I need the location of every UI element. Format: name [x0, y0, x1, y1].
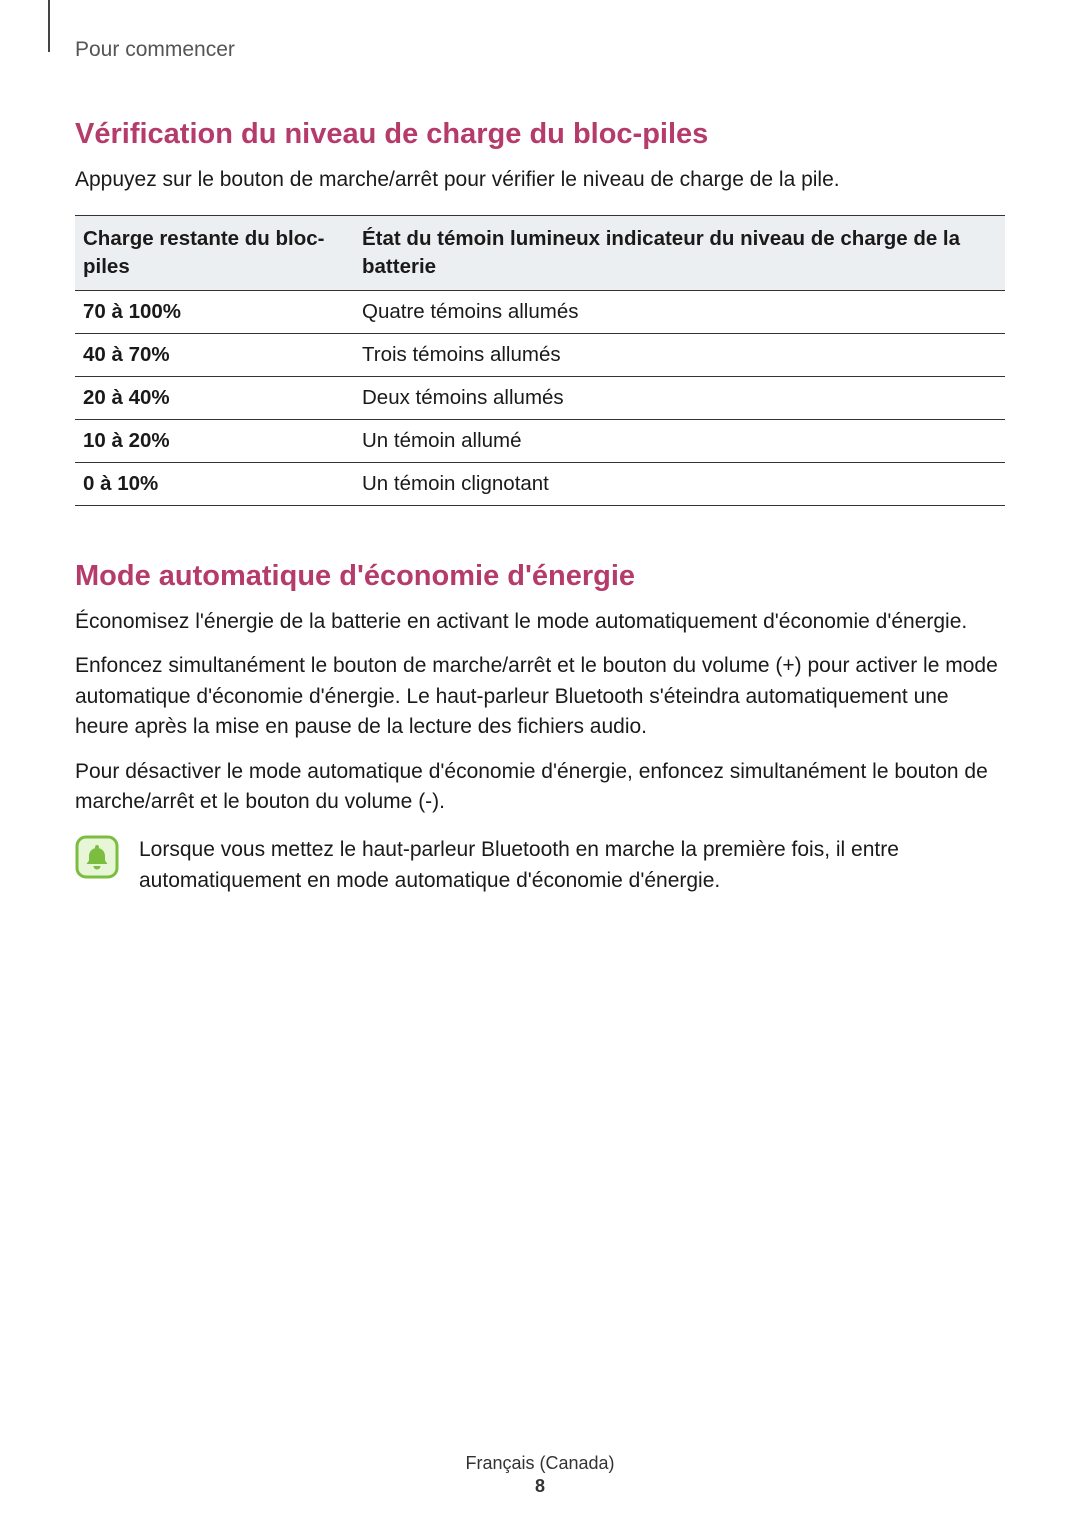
- margin-rule: [48, 0, 50, 52]
- cell-status: Trois témoins allumés: [354, 333, 1005, 376]
- section-heading-powersave: Mode automatique d'économie d'énergie: [75, 560, 1005, 593]
- cell-range: 20 à 40%: [75, 376, 354, 419]
- section1-intro: Appuyez sur le bouton de marche/arrêt po…: [75, 165, 1005, 195]
- table-row: 70 à 100% Quatre témoins allumés: [75, 290, 1005, 333]
- table-row: 0 à 10% Un témoin clignotant: [75, 462, 1005, 505]
- breadcrumb: Pour commencer: [75, 38, 1005, 62]
- section2-p1: Économisez l'énergie de la batterie en a…: [75, 607, 1005, 637]
- cell-status: Un témoin allumé: [354, 419, 1005, 462]
- footer-page-number: 8: [0, 1476, 1080, 1497]
- note-block: Lorsque vous mettez le haut-parleur Blue…: [75, 835, 1005, 896]
- cell-status: Un témoin clignotant: [354, 462, 1005, 505]
- bell-icon: [75, 835, 119, 879]
- footer-language: Français (Canada): [465, 1453, 614, 1473]
- cell-status: Quatre témoins allumés: [354, 290, 1005, 333]
- table-row: 40 à 70% Trois témoins allumés: [75, 333, 1005, 376]
- page-footer: Français (Canada) 8: [0, 1453, 1080, 1497]
- charge-level-table: Charge restante du bloc-piles État du té…: [75, 215, 1005, 505]
- section-heading-charge: Vérification du niveau de charge du bloc…: [75, 118, 1005, 151]
- table-header-col1: Charge restante du bloc-piles: [75, 216, 354, 290]
- table-header-col2: État du témoin lumineux indicateur du ni…: [354, 216, 1005, 290]
- section2-p2: Enfoncez simultanément le bouton de marc…: [75, 651, 1005, 742]
- cell-range: 0 à 10%: [75, 462, 354, 505]
- page-content: Pour commencer Vérification du niveau de…: [0, 0, 1080, 936]
- section2-p3: Pour désactiver le mode automatique d'éc…: [75, 757, 1005, 818]
- cell-status: Deux témoins allumés: [354, 376, 1005, 419]
- note-text: Lorsque vous mettez le haut-parleur Blue…: [139, 835, 1005, 896]
- cell-range: 40 à 70%: [75, 333, 354, 376]
- table-row: 20 à 40% Deux témoins allumés: [75, 376, 1005, 419]
- cell-range: 10 à 20%: [75, 419, 354, 462]
- cell-range: 70 à 100%: [75, 290, 354, 333]
- table-row: 10 à 20% Un témoin allumé: [75, 419, 1005, 462]
